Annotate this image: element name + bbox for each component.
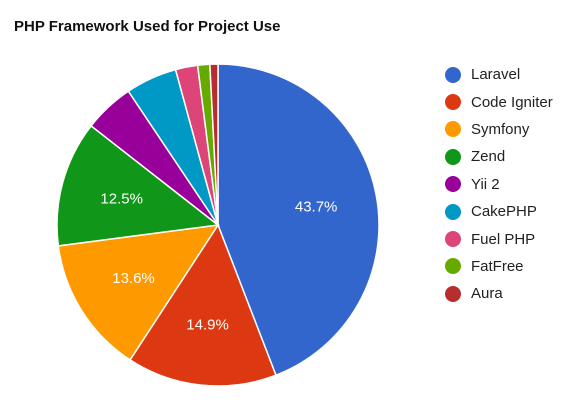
- slice-data-label: 12.5%: [100, 191, 143, 208]
- legend-label: Laravel: [471, 66, 521, 84]
- legend-label: CakePHP: [471, 203, 537, 221]
- legend-swatch: [445, 94, 461, 111]
- pie-slice-symfony: [57, 224, 220, 361]
- slice-data-label: 14.9%: [186, 316, 229, 333]
- legend-item: CakePHP: [445, 198, 553, 225]
- legend-item: Fuel PHP: [445, 225, 553, 252]
- legend-label: Aura: [471, 285, 503, 303]
- legend-item: Yii 2: [445, 171, 553, 198]
- legend-swatch: [445, 121, 461, 138]
- legend-item: Laravel: [445, 61, 553, 88]
- legend-swatch: [445, 203, 461, 220]
- legend-item: FatFree: [445, 253, 553, 280]
- legend-label: Symfony: [471, 120, 530, 138]
- chart-title: PHP Framework Used for Project Use: [14, 18, 281, 35]
- slice-data-label: 43.7%: [295, 199, 338, 216]
- legend-swatch: [445, 66, 461, 83]
- pie-slice-zend: [56, 124, 220, 247]
- legend: Laravel Code Igniter Symfony Zend Yii 2 CakeP…: [445, 61, 553, 308]
- legend-label: Yii 2: [471, 175, 500, 193]
- legend-label: Fuel PHP: [471, 230, 536, 248]
- slice-data-label: 13.6%: [112, 270, 155, 287]
- pie-slice-aura: [209, 63, 219, 226]
- pie-slice-laravel: [217, 63, 380, 377]
- legend-label: Code Igniter: [471, 93, 553, 111]
- legend-item: Symfony: [445, 116, 553, 143]
- legend-swatch: [445, 148, 461, 165]
- legend-label: FatFree: [471, 257, 524, 275]
- legend-item: Aura: [445, 280, 553, 307]
- legend-swatch: [445, 231, 461, 248]
- pie-slice-code-igniter: [129, 223, 277, 387]
- legend-swatch: [445, 258, 461, 275]
- legend-item: Zend: [445, 143, 553, 170]
- legend-label: Zend: [471, 148, 506, 166]
- legend-item: Code Igniter: [445, 88, 553, 115]
- legend-swatch: [445, 176, 461, 193]
- legend-swatch: [445, 285, 461, 302]
